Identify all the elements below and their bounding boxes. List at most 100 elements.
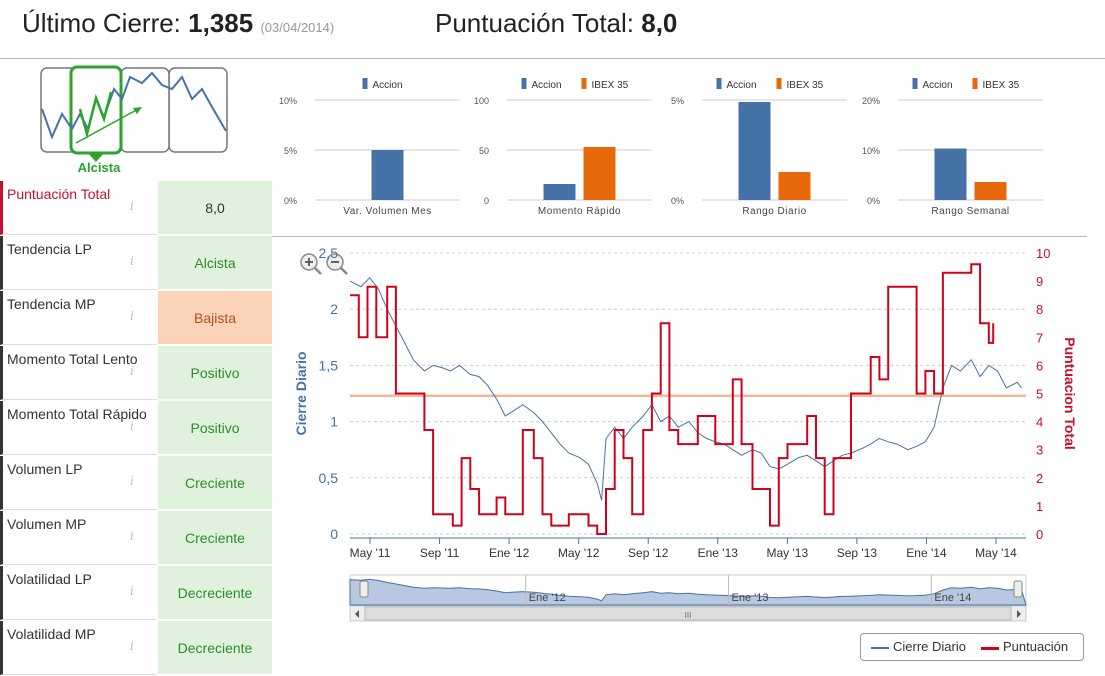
last-close: Último Cierre: 1,385 (03/04/2014) [22,8,334,39]
legend-swatch [912,78,918,89]
score-table: Puntuación Total i 8,0 Tendencia LP i Al… [0,181,272,676]
total-score-label: Puntuación Total: [435,8,634,38]
legend-item-score[interactable]: Puntuación [1003,639,1069,654]
legend-item: IBEX 35 [983,80,1020,91]
row-value: Bajista [158,291,272,345]
info-icon[interactable]: i [130,529,134,543]
right-tick-label: 3 [1036,443,1043,458]
bar [543,184,576,200]
category-label: Rango Diario [742,206,806,217]
legend-swatch [521,78,527,89]
info-icon[interactable]: i [130,254,134,268]
scrollbar-thumb [364,606,1012,621]
right-tick-label: 7 [1036,330,1043,345]
table-row: Volumen MP i Creciente [0,511,272,566]
info-icon[interactable]: i [130,584,134,598]
legend-swatch [972,78,978,89]
x-tick-label: Ene '14 [906,546,947,560]
x-tick-label: Sep '11 [420,546,460,560]
x-tick-label: Sep '13 [837,546,878,560]
row-value: Creciente [158,456,272,510]
row-label: Momento Total Rápido [0,401,157,455]
row-label: Volatilidad LP [0,566,157,620]
trend-arrow-head-icon [133,107,142,114]
legend-swatch-close [871,647,889,649]
row-label: Puntuación Total [0,181,157,235]
left-tick-label: 0 [330,526,338,542]
row-label: Volumen LP [0,456,157,510]
row-value: Positivo [158,346,272,400]
x-tick-label: Ene '12 [489,546,530,560]
info-icon[interactable]: i [130,309,134,323]
tick-label: 5% [284,146,297,156]
scrollbar-grip-icon: III [685,611,692,620]
category-label: Var. Volumen Mes [343,206,431,217]
close-price-line [349,276,1022,501]
zoom-out-icon[interactable] [326,253,348,275]
navigator-tick-label: Ene '13 [732,592,769,604]
scroll-left-icon [355,610,359,618]
legend-swatch [716,78,722,89]
bar [974,182,1007,200]
tick-label: 5% [671,96,684,106]
navigator-tick-label: Ene '14 [934,592,971,604]
scroll-right-icon [1017,610,1021,618]
x-tick-label: May '11 [350,546,391,560]
trend-indicator: Alcista [0,59,272,179]
navigator-tick-label: Ene '12 [529,592,566,604]
right-tick-label: 4 [1036,415,1043,430]
legend-swatch-score [981,647,999,650]
right-tick-label: 2 [1036,471,1043,486]
info-icon[interactable]: i [130,199,134,213]
table-row: Momento Total Rápido i Positivo [0,401,272,456]
row-value: Alcista [158,236,272,290]
table-row: Momento Total Lento i Positivo [0,346,272,401]
table-row: Volatilidad LP i Decreciente [0,566,272,621]
left-tick-label: 1,5 [319,357,339,373]
tick-label: 100 [474,96,489,106]
trend-frame-active [69,65,123,155]
right-axis-label: Puntuacion Total [1062,337,1078,450]
last-close-label: Último Cierre: [22,8,181,38]
info-icon[interactable]: i [130,364,134,378]
x-tick-label: Ene '13 [698,546,739,560]
trend-arrow [75,107,141,144]
info-icon[interactable]: i [130,419,134,433]
chart-legend: Cierre Diario Puntuación [860,633,1084,661]
table-row: Tendencia MP i Bajista [0,291,272,346]
left-tick-label: 1 [330,414,338,430]
info-icon[interactable]: i [130,639,134,653]
trend-icon [40,65,228,162]
total-score-value: 8,0 [641,8,678,38]
left-tick-label: 2,5 [319,245,339,261]
last-close-value: 1,385 [188,8,254,38]
row-label: Tendencia LP [0,236,157,290]
divider [272,236,1087,237]
legend-swatch [776,78,782,89]
navigator-handle [1013,580,1023,598]
trend-sketch-line [41,71,227,140]
tick-label: 0 [484,196,489,206]
left-panel: Alcista Puntuación Total i 8,0 Tendencia… [0,59,272,676]
total-score: Puntuación Total: 8,0 [435,8,677,39]
legend-swatch [362,78,368,89]
row-label: Momento Total Lento [0,346,157,400]
zoom-in-icon[interactable] [300,253,322,275]
tick-label: 0% [284,196,297,206]
legend-item: Accion [532,80,562,91]
right-tick-label: 5 [1036,387,1043,402]
tick-label: 0% [867,196,880,206]
trend-pointer-icon [88,153,104,162]
info-icon[interactable]: i [130,474,134,488]
row-value: 8,0 [158,181,272,235]
right-tick-label: 9 [1036,274,1043,289]
x-tick-label: May '12 [558,546,600,560]
bar [371,150,404,200]
bar [778,172,811,200]
bar [583,147,616,200]
tick-label: 20% [862,96,880,106]
legend-item-close[interactable]: Cierre Diario [893,639,966,654]
left-tick-label: 0,5 [319,470,339,486]
bar [738,102,771,200]
legend-item: IBEX 35 [592,80,629,91]
